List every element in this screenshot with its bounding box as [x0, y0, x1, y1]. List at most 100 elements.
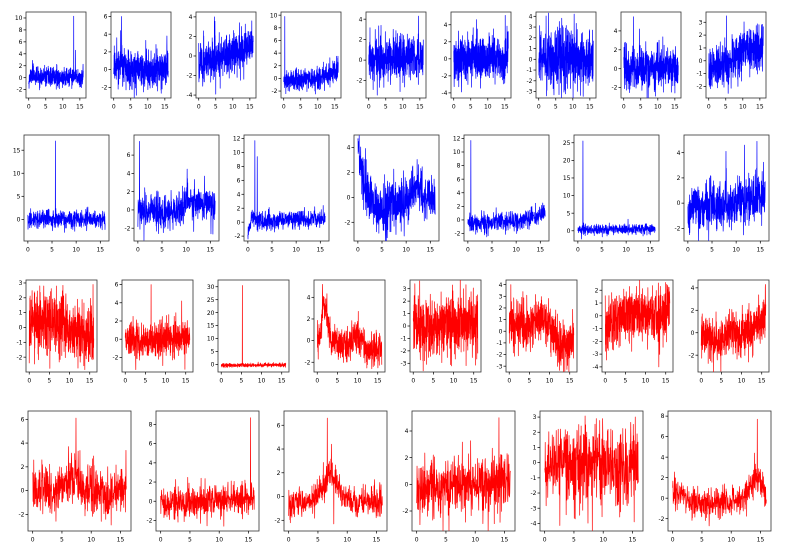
x-tick-label: 5 — [554, 104, 558, 111]
y-tick-label: 20 — [563, 157, 571, 164]
y-tick-label: 4 — [614, 28, 618, 35]
x-tick-label: 5 — [710, 247, 714, 254]
x-tick-label: 15 — [756, 247, 764, 254]
y-tick-label: -2 — [403, 508, 409, 515]
subplot-r4-c6: 0 5 10 15 -2 0 2 4 6 8 — [659, 410, 772, 544]
y-tick-label: 0 — [359, 57, 363, 64]
y-tick-label: 4 — [104, 31, 108, 38]
y-tick-label: 10 — [13, 170, 21, 177]
x-tick-label: 5 — [47, 378, 51, 385]
x-tick-label: 5 — [299, 104, 303, 111]
subplot-r3-c6: 0 5 10 15 -3 -2 -1 0 1 2 3 4 — [497, 279, 578, 385]
y-tick-label: -4 — [593, 364, 599, 371]
y-tick-label: 15 — [207, 323, 215, 330]
x-tick-label: 5 — [129, 104, 133, 111]
x-tick-label: 10 — [569, 104, 577, 111]
subplot-r4-c3: 0 5 10 15 -2 0 2 4 6 — [275, 410, 388, 544]
y-tick-label: -1 — [17, 339, 23, 346]
y-tick-label: 10 — [563, 193, 571, 200]
y-tick-label: 0 — [21, 488, 25, 495]
y-tick-label: 0 — [457, 217, 461, 224]
y-tick-label: -3 — [531, 505, 537, 512]
x-tick-label: 10 — [642, 378, 650, 385]
x-tick-label: 0 — [27, 378, 31, 385]
subplot-row-3: 0 5 10 15 -2 -1 0 1 2 3 0 5 10 15 -2 0 2 4 6 0 5 10 15 0 5 10 15 20… — [6, 276, 785, 387]
y-tick-label: 2 — [405, 455, 409, 462]
y-tick-label: 10 — [453, 149, 461, 156]
y-tick-label: 0 — [533, 460, 537, 467]
series-line — [198, 16, 254, 95]
subplot-r3-c8: 0 5 10 15 -2 0 2 4 — [689, 279, 770, 385]
y-tick-label: 8 — [237, 163, 241, 170]
y-tick-label: 0 — [237, 219, 241, 226]
series-line — [708, 15, 764, 94]
y-tick-label: 0 — [307, 338, 311, 345]
subplot-r3-c3: 0 5 10 15 0 5 10 15 20 25 30 — [207, 279, 290, 385]
x-tick-label: 5 — [380, 247, 384, 254]
y-tick-label: 8 — [19, 27, 23, 34]
subplot-r3-c4: 0 5 10 15 -2 0 2 4 — [305, 279, 386, 385]
series-line — [283, 16, 339, 95]
y-tick-label: 2 — [529, 35, 533, 42]
x-tick-label: 5 — [60, 537, 64, 544]
y-tick-label: 3 — [699, 19, 703, 26]
y-tick-label: 1 — [19, 310, 23, 317]
x-tick-label: 5 — [469, 104, 473, 111]
y-tick-label: 0 — [677, 200, 681, 207]
y-tick-label: 4 — [127, 170, 131, 177]
series-line — [623, 16, 679, 99]
subplot-r1-c2: 0 5 10 15 -2 0 2 4 6 — [102, 11, 172, 111]
x-tick-label: 0 — [287, 537, 291, 544]
subplot-r4-c5: 0 5 10 15 -4 -3 -2 -1 0 1 2 3 — [531, 410, 644, 544]
y-tick-label: 0 — [347, 194, 351, 201]
x-tick-label: 0 — [466, 247, 470, 254]
x-tick-label: 0 — [356, 247, 360, 254]
y-tick-label: -2 — [17, 87, 23, 94]
y-tick-label: 2 — [189, 34, 193, 41]
y-tick-label: 2 — [457, 203, 461, 210]
x-tick-label: 15 — [206, 247, 214, 254]
y-tick-label: 2 — [115, 318, 119, 325]
y-tick-label: -1 — [527, 67, 533, 74]
y-tick-label: 8 — [149, 422, 153, 429]
x-tick-label: 15 — [117, 537, 125, 544]
x-tick-label: 15 — [86, 378, 94, 385]
y-tick-label: 0 — [274, 75, 278, 82]
x-tick-label: 0 — [415, 537, 419, 544]
x-tick-label: 10 — [654, 104, 662, 111]
y-tick-label: -2 — [147, 518, 153, 525]
x-tick-label: 15 — [470, 378, 478, 385]
y-tick-label: 2 — [307, 316, 311, 323]
y-tick-label: 4 — [21, 440, 25, 447]
series-line — [28, 284, 95, 371]
x-tick-label: 5 — [44, 104, 48, 111]
x-tick-label: 15 — [246, 104, 254, 111]
x-tick-label: 5 — [700, 537, 704, 544]
y-tick-label: 0 — [127, 207, 131, 214]
x-tick-label: 10 — [622, 247, 630, 254]
y-tick-label: 0 — [405, 481, 409, 488]
x-tick-label: 0 — [31, 537, 35, 544]
series-line — [467, 140, 546, 238]
y-tick-label: -2 — [675, 225, 681, 232]
y-tick-label: 2 — [677, 175, 681, 182]
y-tick-label: 0 — [19, 325, 23, 332]
x-tick-label: 15 — [646, 247, 654, 254]
y-tick-label: -2 — [401, 348, 407, 355]
y-tick-label: 6 — [21, 416, 25, 423]
y-tick-label: -2 — [17, 354, 23, 361]
y-tick-label: -2 — [659, 516, 665, 523]
y-tick-label: 4 — [529, 13, 533, 20]
y-tick-label: -2 — [357, 78, 363, 85]
series-line — [124, 284, 191, 371]
y-tick-label: 0 — [403, 323, 407, 330]
series-line — [672, 418, 767, 527]
y-tick-label: 2 — [614, 47, 618, 54]
x-tick-label: 15 — [245, 537, 253, 544]
subplot-r2-c4: 0 5 10 15 -2 0 2 4 — [345, 134, 440, 254]
x-tick-label: 5 — [316, 537, 320, 544]
y-tick-label: -2 — [102, 84, 108, 91]
y-tick-label: 6 — [104, 14, 108, 21]
x-tick-label: 0 — [112, 104, 116, 111]
subplot-r1-c8: 0 5 10 15 -2 0 2 4 — [612, 11, 682, 111]
